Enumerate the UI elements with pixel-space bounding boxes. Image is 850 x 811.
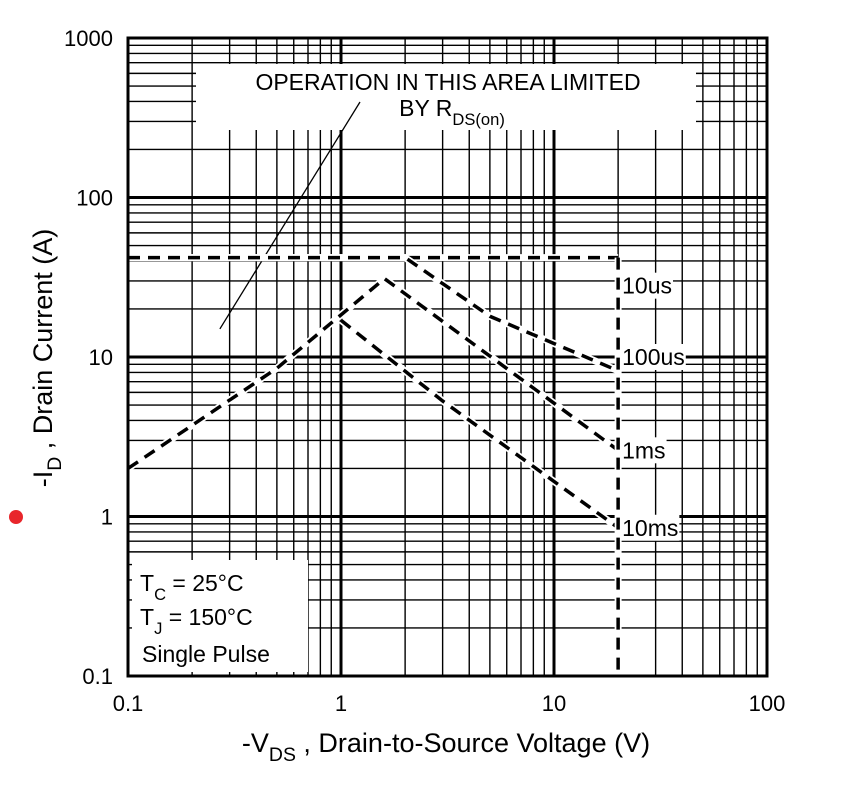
curve-label-1ms: 1ms bbox=[622, 437, 665, 463]
curve-label-10us: 10us bbox=[622, 273, 672, 299]
plot-frame bbox=[126, 36, 769, 678]
y-tick-label: 1 bbox=[101, 505, 113, 530]
y-tick-label: 10 bbox=[89, 345, 113, 370]
curve-label-10ms: 10ms bbox=[622, 515, 678, 541]
condition-tc: TC = 25°C bbox=[140, 570, 244, 604]
y-tick-label: 100 bbox=[76, 186, 113, 211]
curve-label-100us: 100us bbox=[622, 344, 685, 370]
annotation-group: OPERATION IN THIS AREA LIMITED BY RDS(on… bbox=[196, 64, 696, 130]
condition-pulse: Single Pulse bbox=[142, 641, 270, 667]
x-tick-labels: 0.1 1 10 100 bbox=[113, 691, 786, 716]
rdson-pointer-line bbox=[219, 101, 361, 330]
x-tick-label: 1 bbox=[335, 691, 347, 716]
y-tick-label: 0.1 bbox=[82, 664, 113, 689]
curve-labels: 10us 100us 1ms 10ms bbox=[621, 272, 686, 541]
red-marker-dot bbox=[9, 510, 23, 524]
y-axis-label: -ID , Drain Current (A) bbox=[28, 229, 66, 488]
curve-100us bbox=[128, 255, 619, 373]
x-tick-label: 0.1 bbox=[113, 691, 144, 716]
annotation-line1: OPERATION IN THIS AREA LIMITED bbox=[255, 69, 640, 95]
curve-label-bg bbox=[621, 437, 667, 464]
curve-label-bg bbox=[621, 514, 680, 541]
y-tick-label: 1000 bbox=[64, 26, 113, 51]
annotation-line2: BY RDS(on) bbox=[399, 95, 505, 129]
soa-curves bbox=[126, 254, 622, 676]
x-tick-label: 10 bbox=[542, 691, 566, 716]
curve-1ms bbox=[127, 276, 620, 470]
annotation-background bbox=[196, 64, 696, 130]
conditions-group: TC = 25°C TJ = 150°C Single Pulse bbox=[132, 560, 308, 672]
condition-tj: TJ = 150°C bbox=[140, 604, 253, 638]
curve-10ms bbox=[339, 318, 620, 530]
y-tick-labels: 0.1 1 10 100 1000 bbox=[64, 26, 113, 689]
conditions-background bbox=[132, 560, 308, 672]
x-tick-label: 100 bbox=[749, 691, 786, 716]
curve-label-bg bbox=[621, 272, 673, 299]
curve-label-bg bbox=[621, 344, 686, 370]
x-axis-label: -VDS , Drain-to-Source Voltage (V) bbox=[242, 728, 650, 766]
